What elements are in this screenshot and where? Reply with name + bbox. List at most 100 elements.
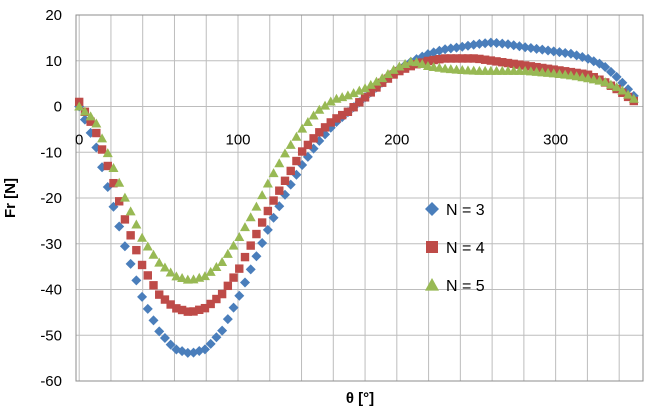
data-point [498,58,507,67]
data-point [171,271,182,281]
data-point [605,79,616,89]
legend-item: N = 3 [425,202,485,219]
data-point [509,59,518,69]
data-point [423,56,433,66]
y-tick-label: 10 [45,53,62,70]
data-point [440,54,450,63]
data-point [251,251,262,262]
data-point [166,300,175,309]
data-point [309,134,318,143]
data-point [435,54,444,64]
data-point [228,240,239,250]
data-point [458,54,467,63]
data-point [463,54,473,63]
data-point [206,299,215,309]
y-tick-label: -60 [40,373,62,390]
data-point [143,271,152,280]
data-point [611,71,622,82]
data-point [280,176,290,185]
data-point [314,104,325,114]
data-point [205,338,216,349]
data-point [292,156,301,166]
data-point [315,128,324,137]
data-point [486,56,496,65]
data-point [400,59,411,69]
data-point [497,38,508,49]
data-point [177,272,188,282]
data-point [217,325,228,336]
data-point [389,70,398,79]
data-point [480,38,491,49]
data-point [160,295,170,304]
x-tick-label: 0 [75,132,83,149]
data-point [119,192,130,202]
y-tick-label: -10 [40,144,62,161]
data-point [119,241,130,252]
data-point [394,61,405,71]
data-point [159,332,170,343]
data-point [588,74,599,84]
y-tick-label: 0 [54,99,62,116]
data-point [245,264,256,275]
legend-marker [425,202,439,216]
data-point [205,266,216,276]
data-point [97,133,108,143]
y-tick-label: -50 [40,327,62,344]
data-point [132,245,141,255]
data-point [211,332,222,343]
data-point [274,158,285,168]
data-point [474,38,485,49]
legend-item: N = 4 [426,240,485,257]
data-point [297,147,307,156]
data-point [235,264,244,273]
data-point [594,75,605,85]
data-point [515,60,524,69]
data-point [142,303,153,314]
data-point [239,277,250,288]
data-point [388,64,399,74]
y-tick-label: -20 [40,190,62,207]
data-point [623,89,634,99]
data-point [600,61,611,72]
data-point [269,196,278,205]
x-axis-label: θ [°] [346,390,374,407]
data-point [200,303,210,313]
data-point [165,339,176,350]
data-point [377,73,388,83]
data-point [92,128,101,138]
data-point [217,257,228,267]
data-point [571,71,582,81]
data-point [154,257,165,267]
data-point [199,271,210,281]
data-point [154,326,165,337]
data-point [148,249,159,259]
data-point [262,178,273,188]
data-point [149,281,158,290]
data-point [411,57,422,67]
data-point [212,294,221,304]
data-point [148,315,159,326]
data-point [492,57,501,66]
data-point [611,82,622,92]
data-point [446,54,456,63]
series-3 [74,56,639,284]
x-tick-label: 200 [384,132,409,149]
data-point [109,178,118,188]
data-point [291,131,302,141]
data-point [526,62,536,71]
data-point [114,177,125,187]
data-point [268,168,279,178]
legend-item: N = 5 [425,278,485,295]
data-point [577,72,588,82]
data-point [103,161,112,171]
data-point [195,305,204,315]
data-point [275,186,284,195]
data-point [172,304,181,313]
data-point [125,258,136,269]
data-point [365,79,376,89]
data-point [159,262,170,272]
data-point [605,66,616,77]
data-point [360,93,370,102]
data-point [503,58,513,68]
